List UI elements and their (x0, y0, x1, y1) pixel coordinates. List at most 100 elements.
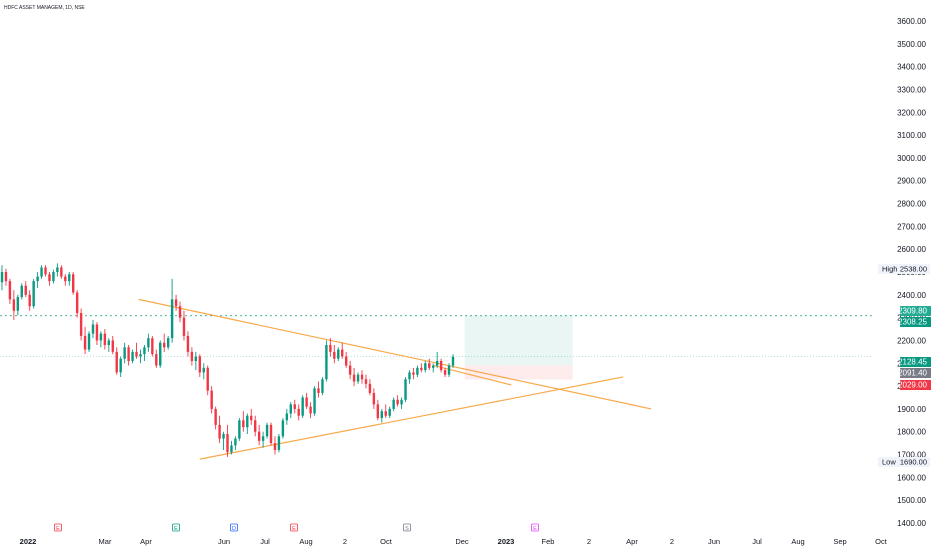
candle (75, 290, 79, 318)
candle-body (420, 367, 423, 371)
candle (388, 406, 391, 419)
candle-body (16, 297, 20, 311)
support-trendline (199, 376, 624, 460)
candle (194, 351, 198, 371)
candles-layer (0, 263, 455, 457)
x-tick-label: Dec (455, 537, 469, 546)
candle (151, 335, 154, 357)
candle (333, 345, 336, 364)
candle (400, 397, 403, 409)
candle (202, 363, 205, 380)
candle-body (356, 374, 360, 382)
candle (4, 268, 8, 286)
candle-body (388, 408, 391, 416)
candle (360, 370, 364, 384)
price-tag-value: 2128.45 (898, 358, 927, 367)
candle-body (60, 267, 63, 277)
event-marker-box (531, 523, 539, 532)
candle (313, 386, 316, 416)
price-tag-value: 1690.00 (900, 458, 927, 467)
price-tag: 2091.40 (898, 368, 931, 378)
candle-body (234, 438, 237, 446)
candle (83, 326, 87, 355)
candle (56, 263, 59, 277)
x-tick-label: Mar (99, 537, 112, 546)
candle-body (28, 294, 31, 307)
y-tick-label: 1600.00 (897, 473, 926, 482)
candle-body (246, 415, 249, 428)
candle-body (91, 324, 95, 334)
candle-body (261, 436, 265, 441)
candle-body (392, 399, 395, 409)
candle-body (87, 333, 91, 350)
candle-body (451, 356, 455, 366)
candle-body (329, 345, 332, 352)
candle (119, 356, 122, 377)
candle-body (400, 399, 403, 405)
candle (392, 397, 395, 412)
candle-body (372, 392, 376, 405)
candle (20, 283, 23, 300)
candle-body (424, 363, 427, 371)
candle (190, 347, 194, 366)
candle-body (432, 365, 435, 368)
candle-body (20, 285, 23, 298)
event-marker-letter: E (174, 526, 178, 532)
price-tag-value: 2091.40 (898, 369, 927, 378)
price-tag: High 2538.00 (878, 264, 930, 274)
candle-body (159, 342, 162, 366)
candle-body (253, 420, 257, 432)
candle (380, 408, 383, 423)
candle-body (178, 306, 182, 318)
candle-body (404, 379, 407, 400)
candle-body (447, 365, 451, 375)
candle (36, 272, 39, 288)
candle-body (48, 274, 51, 282)
candle-body (44, 267, 47, 275)
event-marker-box (403, 523, 411, 532)
candle (376, 399, 380, 421)
candle-body (210, 390, 213, 409)
candle-body (68, 274, 71, 282)
candle-body (396, 399, 399, 405)
candle (147, 333, 150, 352)
candle (16, 294, 20, 316)
candle (435, 351, 439, 368)
event-marker-letter: E (56, 526, 60, 532)
candle-body (222, 434, 225, 439)
candle (159, 340, 162, 368)
candle-body (214, 408, 217, 425)
candle-body (364, 379, 368, 384)
candle (348, 360, 352, 380)
candle-body (103, 333, 107, 346)
candle-body (380, 411, 383, 419)
price-tag: Low 1690.00 (878, 457, 930, 467)
candle (432, 363, 435, 373)
candle-body (333, 351, 336, 359)
candle-body (238, 420, 241, 439)
candle (305, 392, 308, 409)
event-marker: E (54, 523, 62, 532)
candle (163, 333, 166, 352)
candle-body (416, 367, 419, 375)
time-axis[interactable]: 2022 Mar Apr Jun Jul Aug 2 Oct Dec 2023 Feb 2 Apr 2 Ju… (20, 537, 888, 546)
candle-body (226, 434, 229, 453)
candle-body (95, 324, 99, 341)
candle (72, 272, 75, 295)
candle (384, 404, 387, 419)
candle-body (127, 347, 130, 361)
candle-body (341, 349, 344, 357)
candle (123, 342, 126, 364)
candle-body (56, 267, 59, 272)
candle (451, 354, 455, 368)
candle-body (281, 420, 285, 437)
candle (230, 440, 233, 455)
y-tick-label: 2900.00 (897, 177, 926, 186)
candle (68, 272, 71, 286)
x-tick-label: Oct (380, 537, 393, 546)
price-tags: High 2538.00 2309.80 2308.25 2128.45 2091.40 2… (878, 264, 931, 467)
y-tick-label: 1900.00 (897, 405, 926, 414)
candle-body (111, 340, 114, 352)
candle-body (230, 445, 233, 453)
